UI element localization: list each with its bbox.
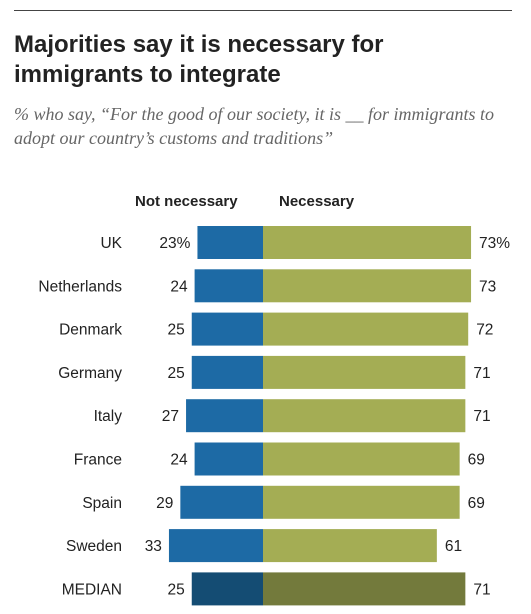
legend-necessary: Necessary <box>279 193 355 210</box>
bar-necessary-netherlands <box>263 269 472 303</box>
value-necessary-sweden: 61 <box>445 538 462 555</box>
bar-necessary-spain <box>263 485 460 519</box>
value-not-necessary-netherlands: 24 <box>170 278 188 295</box>
category-label-sweden: Sweden <box>66 538 122 555</box>
value-necessary-netherlands: 73 <box>479 278 496 295</box>
bar-not-necessary-uk <box>197 226 263 259</box>
value-not-necessary-denmark: 25 <box>168 322 185 339</box>
value-necessary-uk: 73% <box>479 235 510 252</box>
bar-necessary-median <box>263 572 466 606</box>
value-not-necessary-uk: 23% <box>159 235 190 252</box>
bar-not-necessary-netherlands <box>194 269 263 303</box>
value-necessary-france: 69 <box>468 452 485 469</box>
bar-not-necessary-germany <box>191 355 263 389</box>
category-label-italy: Italy <box>94 408 123 425</box>
value-necessary-spain: 69 <box>468 495 485 512</box>
category-label-germany: Germany <box>58 365 122 382</box>
category-label-netherlands: Netherlands <box>38 278 122 295</box>
bar-necessary-sweden <box>263 529 437 563</box>
bar-necessary-france <box>263 442 460 476</box>
value-necessary-denmark: 72 <box>476 322 493 339</box>
category-label-uk: UK <box>100 235 122 252</box>
category-label-spain: Spain <box>82 495 122 512</box>
value-necessary-median: 71 <box>473 581 490 598</box>
bar-necessary-germany <box>263 355 466 389</box>
legend-not-necessary: Not necessary <box>135 193 238 210</box>
bar-not-necessary-median <box>191 572 263 606</box>
value-not-necessary-spain: 29 <box>156 495 173 512</box>
bar-necessary-italy <box>263 399 466 433</box>
value-not-necessary-median: 25 <box>168 581 185 598</box>
value-not-necessary-italy: 27 <box>162 408 179 425</box>
bar-not-necessary-spain <box>180 485 263 519</box>
category-label-denmark: Denmark <box>59 322 122 339</box>
chart-subtitle: % who say, “For the good of our society,… <box>14 104 495 148</box>
top-rule <box>14 10 512 11</box>
bar-not-necessary-france <box>194 442 263 476</box>
category-label-median: MEDIAN <box>62 581 122 598</box>
bar-necessary-denmark <box>263 312 469 346</box>
bar-not-necessary-italy <box>186 399 263 433</box>
chart-title: Majorities say it is necessary for immig… <box>14 31 384 88</box>
bar-necessary-uk <box>263 226 472 259</box>
value-necessary-germany: 71 <box>473 365 490 382</box>
value-not-necessary-germany: 25 <box>168 365 185 382</box>
bar-not-necessary-denmark <box>191 312 263 346</box>
category-label-france: France <box>74 452 122 469</box>
value-necessary-italy: 71 <box>473 408 490 425</box>
value-not-necessary-sweden: 33 <box>145 538 162 555</box>
value-not-necessary-france: 24 <box>170 452 188 469</box>
bar-not-necessary-sweden <box>168 529 263 563</box>
